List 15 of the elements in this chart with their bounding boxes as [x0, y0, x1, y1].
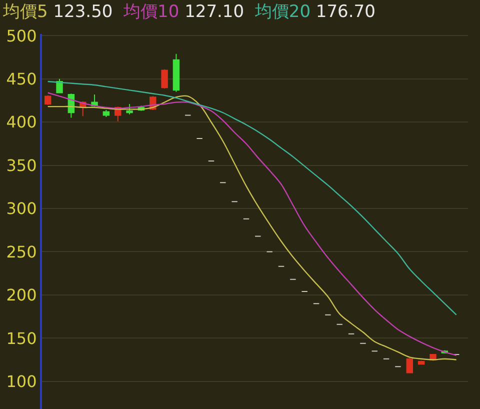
y-tick-label: 450: [6, 70, 37, 89]
y-tick-label: 100: [6, 372, 37, 391]
text: 127.10: [184, 2, 244, 22]
y-tick-label: 250: [6, 242, 37, 262]
text: 123.50: [53, 2, 113, 22]
y-tick-label: 200: [6, 286, 37, 305]
y-tick-label: 400: [6, 112, 37, 132]
text: 均價10: [122, 2, 180, 22]
y-tick-label: 300: [6, 199, 37, 218]
text: 均價20: [254, 2, 311, 22]
y-tick-label: 150: [6, 328, 37, 348]
y-tick-label: 350: [6, 156, 37, 175]
text: 176.70: [316, 2, 376, 22]
text: 均價5: [2, 2, 48, 22]
y-tick-label: 500: [6, 26, 37, 46]
